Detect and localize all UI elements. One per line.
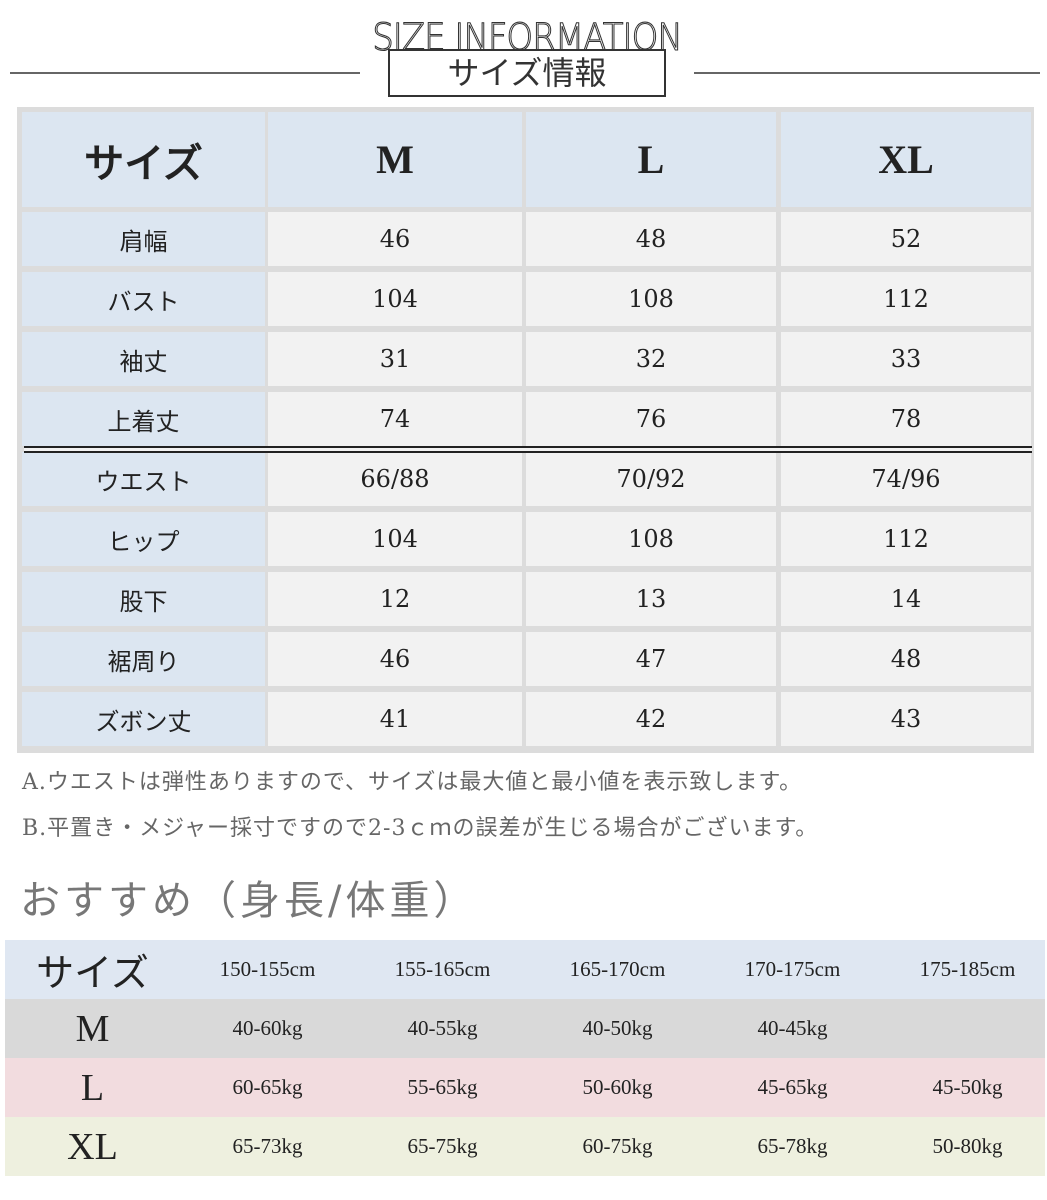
measurement-value: 14 — [781, 572, 1031, 626]
size-column-header: XL — [781, 112, 1031, 207]
measurement-value: 47 — [526, 632, 776, 686]
measurement-label: 裾周り — [22, 632, 265, 686]
recommend-header-label: サイズ — [36, 953, 149, 995]
measurement-value: 76 — [526, 392, 776, 446]
measurement-value: 48 — [781, 632, 1031, 686]
height-range: 175-185cm — [919, 957, 1016, 981]
measurement-label: バスト — [22, 272, 265, 326]
measurement-value: 41 — [268, 692, 522, 746]
measurement-value: 108 — [526, 512, 776, 566]
measurement-value: 33 — [781, 332, 1031, 386]
recommend-size-label: M — [75, 1007, 110, 1050]
weight-range: 50-80kg — [932, 1134, 1003, 1158]
divider-right — [694, 72, 1040, 74]
note-b: B.平置き・メジャー採寸ですので2-3ｃｍの誤差が生じる場合がございます。 — [22, 816, 819, 841]
size-column-header: L — [526, 112, 776, 207]
recommend-header-row: サイズ 150-155cm 155-165cm 165-170cm 170-175cm 1… — [5, 940, 1045, 999]
measurement-value: 12 — [268, 572, 522, 626]
measurement-label: ズボン丈 — [22, 692, 265, 746]
measurement-value: 104 — [268, 272, 522, 326]
height-range: 170-175cm — [744, 957, 841, 981]
measurement-value: 78 — [781, 392, 1031, 446]
measurement-value: 46 — [268, 632, 522, 686]
measurement-label: 股下 — [22, 572, 265, 626]
weight-range: 65-75kg — [407, 1134, 478, 1158]
weight-range: 45-65kg — [757, 1075, 828, 1099]
weight-range: 40-45kg — [757, 1016, 828, 1040]
measurement-value: 74/96 — [781, 452, 1031, 506]
weight-range: 60-65kg — [232, 1075, 303, 1099]
weight-range: 40-50kg — [582, 1016, 653, 1040]
measurement-label: 肩幅 — [22, 212, 265, 266]
measurement-label: 袖丈 — [22, 332, 265, 386]
weight-range: 40-55kg — [407, 1016, 478, 1040]
size-table: サイズ M L XL 肩幅 46 48 52 バスト 104 108 112 袖丈 31 32 33 上着丈 74… — [17, 107, 1034, 753]
measurement-value: 48 — [526, 212, 776, 266]
measurement-value: 52 — [781, 212, 1031, 266]
measurement-value: 31 — [268, 332, 522, 386]
japanese-title: サイズ情報 — [388, 49, 666, 97]
weight-range: 65-73kg — [232, 1134, 303, 1158]
weight-range — [880, 999, 1047, 1058]
measurement-label: ヒップ — [22, 512, 265, 566]
recommend-row: XL 65-73kg 65-75kg 60-75kg 65-78kg 50-80kg — [5, 1117, 1045, 1176]
double-divider — [24, 446, 1032, 453]
weight-range: 60-75kg — [582, 1134, 653, 1158]
measurement-value: 43 — [781, 692, 1031, 746]
recommend-row: M 40-60kg 40-55kg 40-50kg 40-45kg — [5, 999, 1045, 1058]
divider-left — [10, 72, 360, 74]
measurement-value: 108 — [526, 272, 776, 326]
measurement-label: 上着丈 — [22, 392, 265, 446]
measurement-value: 70/92 — [526, 452, 776, 506]
recommend-size-label: L — [80, 1066, 105, 1109]
recommend-row: L 60-65kg 55-65kg 50-60kg 45-65kg 45-50kg — [5, 1058, 1045, 1117]
measurement-value: 112 — [781, 512, 1031, 566]
measurement-value: 104 — [268, 512, 522, 566]
measurement-value: 32 — [526, 332, 776, 386]
weight-range: 65-78kg — [757, 1134, 828, 1158]
height-range: 165-170cm — [569, 957, 666, 981]
measurement-value: 66/88 — [268, 452, 522, 506]
height-range: 155-165cm — [394, 957, 491, 981]
weight-range: 50-60kg — [582, 1075, 653, 1099]
measurement-value: 13 — [526, 572, 776, 626]
measurement-label: ウエスト — [22, 452, 265, 506]
weight-range: 45-50kg — [932, 1075, 1003, 1099]
measurement-value: 112 — [781, 272, 1031, 326]
recommend-title: おすすめ（身長/体重） — [20, 878, 478, 924]
weight-range: 55-65kg — [407, 1075, 478, 1099]
recommend-size-label: XL — [67, 1125, 118, 1168]
size-header-label: サイズ — [22, 112, 265, 207]
size-column-header: M — [268, 112, 522, 207]
weight-range: 40-60kg — [232, 1016, 303, 1040]
note-a: A.ウエストは弾性ありますので、サイズは最大値と最小値を表示致します。 — [22, 770, 803, 795]
measurement-value: 46 — [268, 212, 522, 266]
height-range: 150-155cm — [219, 957, 316, 981]
measurement-value: 74 — [268, 392, 522, 446]
measurement-value: 42 — [526, 692, 776, 746]
